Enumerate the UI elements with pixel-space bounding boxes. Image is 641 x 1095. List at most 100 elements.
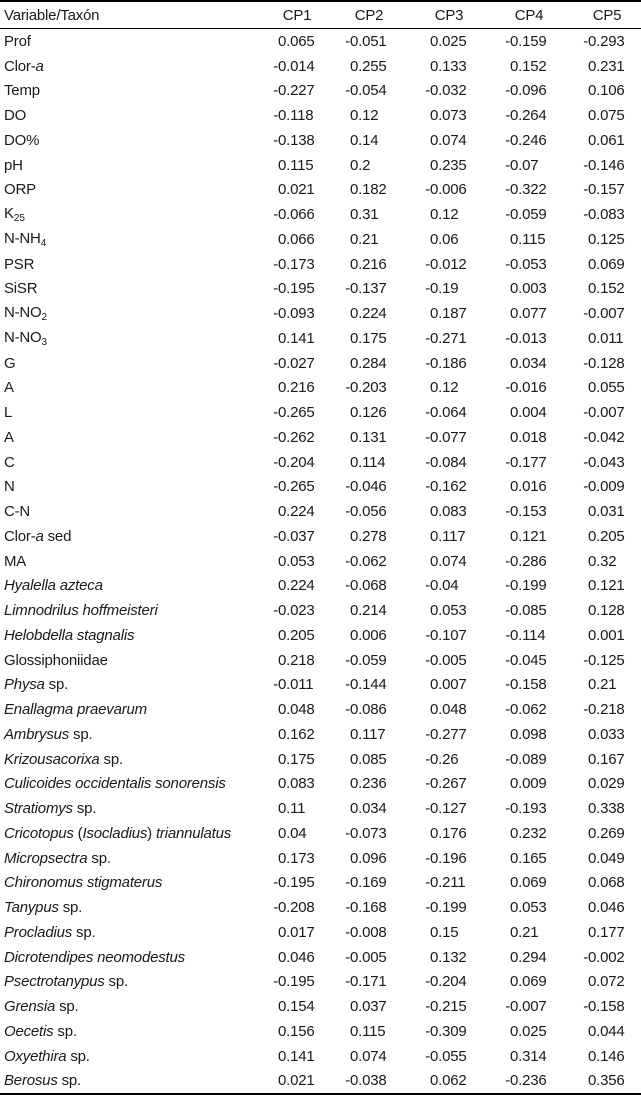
value-magnitude: 0.255: [350, 57, 387, 75]
table-row: Clor-a -0.014 0.255 0.133 0.152 0.231: [0, 54, 641, 79]
table-row: Krizousacorixa sp. 0.175 0.085-0.26-0.089 0…: [0, 747, 641, 772]
table-row: N -0.265-0.046-0.162 0.016-0.009: [0, 475, 641, 500]
table-row: Chironomus stigmaterus -0.195-0.169-0.211…: [0, 871, 641, 896]
value-magnitude: 0.128: [588, 602, 625, 620]
value-cell: 0.216: [262, 379, 334, 396]
value-magnitude: 0.089: [510, 750, 547, 768]
value-magnitude: 0.027: [278, 354, 315, 372]
value-cell: 0.115: [494, 231, 572, 248]
row-label-segment: Limnodrilus hoffmeisteri: [4, 602, 158, 620]
value-cell: -0.107: [414, 627, 494, 644]
value-sign: -: [273, 676, 278, 694]
value-magnitude: 0.173: [278, 255, 315, 273]
value-cell: -0.051: [334, 33, 414, 50]
table-row: A 0.216-0.203 0.12-0.016 0.055: [0, 376, 641, 401]
value-cell: 0.085: [334, 751, 414, 768]
value-magnitude: 0.267: [430, 775, 467, 793]
row-label-segment: A: [4, 428, 14, 446]
value-magnitude: 0.26: [430, 750, 459, 768]
value-magnitude: 0.232: [510, 824, 547, 842]
value-sign: -: [505, 156, 510, 174]
value-cell: -0.177: [494, 454, 572, 471]
value-cell: 0.115: [334, 1023, 414, 1040]
row-label-segment: Culicoides occidentalis sonorensis: [4, 775, 226, 793]
value-sign: -: [505, 453, 510, 471]
value-magnitude: 0.309: [430, 1022, 467, 1040]
value-cell: -0.267: [414, 775, 494, 792]
value-magnitude: 0.236: [350, 775, 387, 793]
value-cell: 0.065: [262, 33, 334, 50]
value-magnitude: 0.107: [430, 626, 467, 644]
value-magnitude: 0.046: [350, 478, 387, 496]
row-label: Culicoides occidentalis sonorensis: [0, 775, 262, 792]
value-sign: -: [425, 478, 430, 496]
value-magnitude: 0.061: [588, 131, 625, 149]
value-sign: -: [273, 354, 278, 372]
value-sign: -: [345, 948, 350, 966]
value-sign: -: [345, 824, 350, 842]
row-label-segment: Hyalella azteca: [4, 577, 103, 595]
table-row: MA 0.053-0.062 0.074-0.286 0.32: [0, 549, 641, 574]
value-cell: -0.005: [414, 652, 494, 669]
value-cell: 0.006: [334, 627, 414, 644]
value-sign: -: [505, 255, 510, 273]
value-cell: 0.12: [414, 379, 494, 396]
value-cell: -0.218: [572, 701, 641, 718]
value-magnitude: 0.114: [350, 453, 386, 471]
value-sign: -: [273, 602, 278, 620]
value-magnitude: 0.158: [588, 998, 625, 1016]
column-header-label: CP1: [282, 6, 312, 24]
value-cell: 0.069: [494, 973, 572, 990]
value-sign: -: [505, 577, 510, 595]
value-cell: 0.046: [572, 899, 641, 916]
value-sign: -: [583, 206, 588, 224]
value-cell: 0.018: [494, 429, 572, 446]
value-cell: 0.083: [262, 775, 334, 792]
value-cell: 0.131: [334, 429, 414, 446]
value-magnitude: 0.14: [350, 131, 379, 149]
row-label-segment: N: [4, 478, 15, 496]
value-sign: -: [273, 206, 278, 224]
value-cell: -0.208: [262, 899, 334, 916]
value-cell: 0.173: [262, 850, 334, 867]
value-sign: -: [583, 651, 588, 669]
value-cell: 0.062: [414, 1072, 494, 1089]
value-cell: 0.176: [414, 825, 494, 842]
value-magnitude: 0.031: [588, 503, 625, 521]
value-magnitude: 0.048: [278, 701, 315, 719]
value-cell: 0.235: [414, 157, 494, 174]
table-row: C -0.204 0.114-0.084-0.177-0.043: [0, 450, 641, 475]
value-magnitude: 0.066: [278, 206, 315, 224]
value-magnitude: 0.246: [510, 131, 547, 149]
value-magnitude: 0.157: [588, 181, 625, 199]
value-magnitude: 0.215: [430, 998, 467, 1016]
value-magnitude: 0.04: [430, 577, 459, 595]
value-magnitude: 0.049: [588, 849, 625, 867]
value-magnitude: 0.037: [350, 998, 387, 1016]
value-magnitude: 0.2: [350, 156, 371, 174]
value-cell: -0.114: [494, 627, 572, 644]
row-label: Oxyethira sp.: [0, 1048, 262, 1065]
value-cell: 0.011: [572, 330, 641, 347]
value-magnitude: 0.152: [510, 57, 547, 75]
value-cell: -0.062: [494, 701, 572, 718]
row-label: Cricotopus (Isocladius) triannulatus: [0, 825, 262, 842]
value-magnitude: 0.271: [430, 329, 467, 347]
value-magnitude: 0.204: [278, 453, 315, 471]
value-cell: -0.153: [494, 503, 572, 520]
value-magnitude: 0.154: [278, 998, 315, 1016]
value-sign: -: [505, 206, 510, 224]
value-sign: -: [583, 354, 588, 372]
value-magnitude: 0.216: [278, 379, 315, 397]
value-cell: 0.117: [334, 726, 414, 743]
row-label-segment: Oxyethira: [4, 1047, 67, 1065]
value-magnitude: 0.205: [278, 626, 315, 644]
value-cell: 0.21: [334, 231, 414, 248]
value-magnitude: 0.125: [588, 651, 625, 669]
value-magnitude: 0.195: [278, 874, 315, 892]
value-magnitude: 0.132: [430, 948, 467, 966]
row-label-segment: Temp: [4, 82, 40, 100]
value-magnitude: 0.211: [430, 874, 466, 892]
value-sign: -: [345, 899, 350, 917]
value-cell: 0.356: [572, 1072, 641, 1089]
